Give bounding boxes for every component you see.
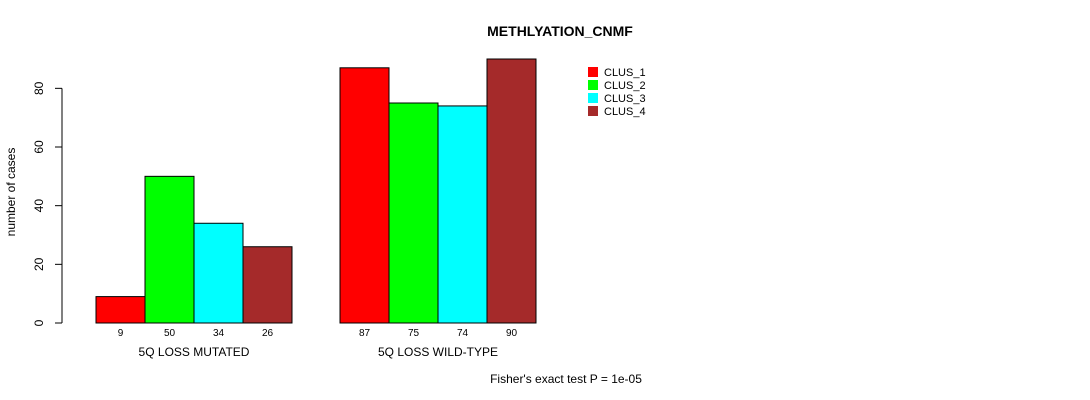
legend-label: CLUS_4 [604,106,646,118]
legend-label: CLUS_3 [604,93,646,105]
bar-value-label: 9 [118,328,124,339]
legend-swatch [588,93,598,103]
group-label: 5Q LOSS MUTATED [139,345,250,359]
legend-label: CLUS_1 [604,67,646,79]
y-tick-label: 40 [32,199,46,213]
bar-clus-1 [339,67,390,324]
bar-clus-3 [193,222,244,324]
bar-value-label: 50 [164,328,176,339]
bar-value-label: 90 [506,328,518,339]
bar-value-label: 26 [262,328,274,339]
bar-value-label: 34 [213,328,225,339]
bar-value-label: 75 [408,328,420,339]
y-axis: 0 20 40 60 80 [32,81,63,326]
fisher-test-note: Fisher's exact test P = 1e-05 [490,372,642,386]
y-tick-label: 60 [32,140,46,154]
bar-clus-4 [486,58,537,324]
bar-clus-2 [388,102,439,324]
group-labels: 9 50 34 26 5Q LOSS MUTATED 87 75 74 90 5Q LOSS WI… [118,328,518,359]
legend-swatch [588,80,598,90]
bar-clus-3 [437,105,488,324]
bars [95,58,537,324]
y-tick-label: 80 [32,81,46,95]
y-tick-label: 0 [32,319,46,326]
bar-value-label: 74 [457,328,469,339]
chart-title: METHLYATION_CNMF [487,23,633,39]
legend-swatch [588,106,598,116]
group-label: 5Q LOSS WILD-TYPE [378,345,498,359]
y-tick-label: 20 [32,257,46,271]
legend-label: CLUS_2 [604,80,646,92]
bar-clus-1 [95,296,146,324]
legend-swatch [588,67,598,77]
y-axis-label: number of cases [4,148,18,237]
bar-value-label: 87 [359,328,371,339]
bar-clus-2 [144,175,195,324]
bar-clus-4 [242,246,293,324]
